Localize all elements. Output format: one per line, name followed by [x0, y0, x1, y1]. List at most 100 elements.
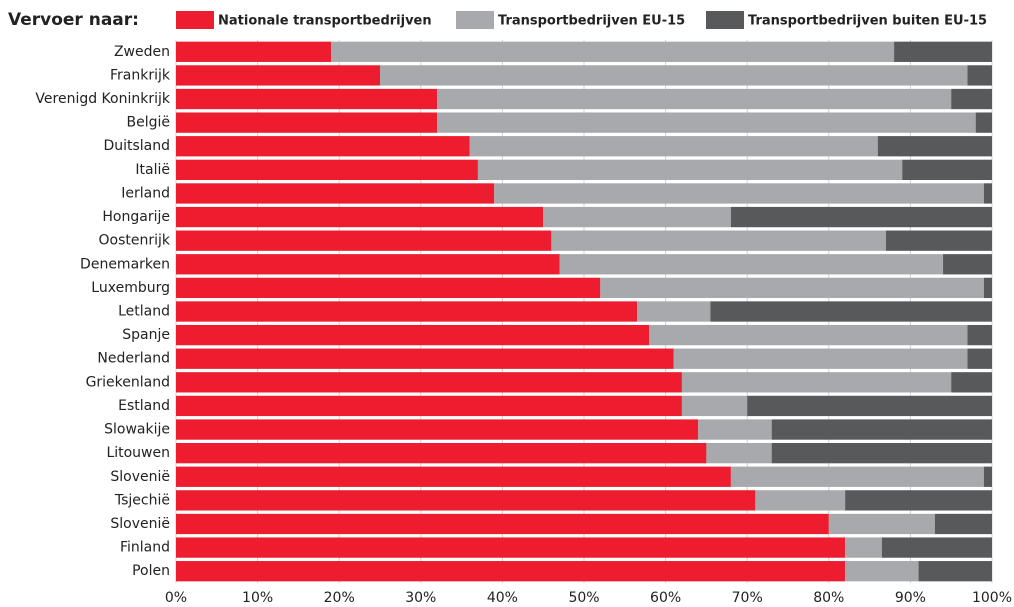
bar-segment [176, 419, 699, 440]
bar-segment [176, 301, 638, 322]
x-tick-label: 60% [650, 590, 681, 606]
x-tick-label: 90% [895, 590, 926, 606]
bar-segment [176, 159, 478, 180]
bar-segment [698, 419, 772, 440]
x-tick-label: 20% [324, 590, 355, 606]
y-tick-label: Letland [118, 304, 170, 320]
bar-segment [771, 419, 992, 440]
legend-swatch [176, 11, 214, 29]
x-tick-label: 30% [405, 590, 436, 606]
legend-swatch [456, 11, 494, 29]
y-tick-label: Polen [132, 563, 170, 579]
y-tick-label: Italië [135, 162, 170, 178]
bar-segment [975, 112, 992, 133]
bar-segment [477, 159, 903, 180]
y-tick-label: Oostenrijk [99, 233, 171, 249]
bar-segment [885, 230, 992, 251]
bar-segment [918, 561, 992, 582]
y-tick-label: Zweden [114, 44, 170, 60]
y-tick-label: Tsjechië [114, 492, 170, 508]
y-tick-label: Denemarken [80, 256, 170, 272]
bar-segment [437, 88, 952, 110]
bar-segment [771, 443, 992, 464]
bar-segment [380, 65, 968, 86]
bar-segment [494, 183, 984, 204]
y-tick-label: Spanje [122, 327, 170, 343]
bar-segment [881, 537, 992, 558]
bar-segment [934, 513, 992, 535]
bar-segment [681, 372, 952, 393]
y-tick-label: Verenigd Koninkrijk [35, 91, 170, 107]
y-tick-label: Duitsland [103, 138, 170, 154]
bar-segment [176, 372, 682, 393]
bar-segment [331, 41, 895, 62]
y-tick-label: Griekenland [86, 374, 170, 390]
bar-segment [845, 561, 919, 582]
bar-segment [845, 490, 992, 511]
bar-segment [176, 443, 707, 464]
bar-segment [967, 65, 992, 86]
x-tick-label: 80% [813, 590, 844, 606]
bar-segment [747, 395, 992, 417]
y-tick-label: Estland [118, 398, 170, 414]
bar-segment [828, 513, 935, 535]
bar-segment [176, 65, 380, 86]
bar-segment [637, 301, 711, 322]
bar-segment [983, 183, 992, 204]
bar-segment [845, 537, 882, 558]
legend-title: Vervoer naar: [8, 10, 139, 30]
bar-segment [710, 301, 992, 322]
bar-segment [902, 159, 992, 180]
bar-segment [176, 395, 682, 417]
x-tick-label: 70% [732, 590, 763, 606]
x-tick-label: 0% [165, 590, 187, 606]
y-tick-label: Ierland [121, 185, 170, 201]
bar-segment [176, 561, 846, 582]
bar-segment [967, 348, 992, 369]
bar-segment [730, 466, 984, 487]
bar-segment [877, 136, 992, 157]
bar-segment [730, 206, 992, 228]
bar-segment [983, 277, 992, 299]
bar-segment [176, 490, 756, 511]
x-tick-label: 100% [972, 590, 1012, 606]
bar-segment [706, 443, 772, 464]
bar-segment [176, 112, 438, 133]
y-tick-label: Slowakije [104, 422, 170, 438]
y-tick-label: Nederland [97, 351, 170, 367]
bar-segment [894, 41, 992, 62]
bar-segment [600, 277, 984, 299]
bar-segment [176, 513, 829, 535]
bar-segment [437, 112, 976, 133]
legend-label: Transportbedrijven EU-15 [498, 14, 685, 29]
bar-segment [551, 230, 886, 251]
bar-segment [755, 490, 846, 511]
y-tick-label: Slovenië [110, 516, 170, 532]
bar-segment [176, 183, 495, 204]
x-tick-label: 40% [487, 590, 518, 606]
y-tick-label: Hongarije [102, 209, 170, 225]
bar-segment [469, 136, 878, 157]
y-tick-label: Luxemburg [91, 280, 170, 296]
y-tick-label: Frankrijk [110, 67, 171, 83]
bar-segment [983, 466, 992, 487]
bar-segment [559, 254, 944, 275]
bar-segment [176, 230, 552, 251]
bar-segment [176, 277, 601, 299]
y-tick-label: Litouwen [106, 445, 170, 461]
bar-segment [176, 206, 544, 228]
bar-segment [543, 206, 731, 228]
bar-segment [681, 395, 748, 417]
bar-segment [943, 254, 992, 275]
bar-segment [176, 324, 650, 346]
bar-segment [176, 136, 470, 157]
bar-segment [176, 466, 731, 487]
bar-segment [673, 348, 968, 369]
bar-segment [176, 537, 846, 558]
y-tick-label: Finland [120, 540, 170, 556]
bar-segment [967, 324, 992, 346]
bar-segment [176, 88, 438, 110]
legend-label: Transportbedrijven buiten EU-15 [748, 14, 987, 29]
x-tick-label: 10% [242, 590, 273, 606]
